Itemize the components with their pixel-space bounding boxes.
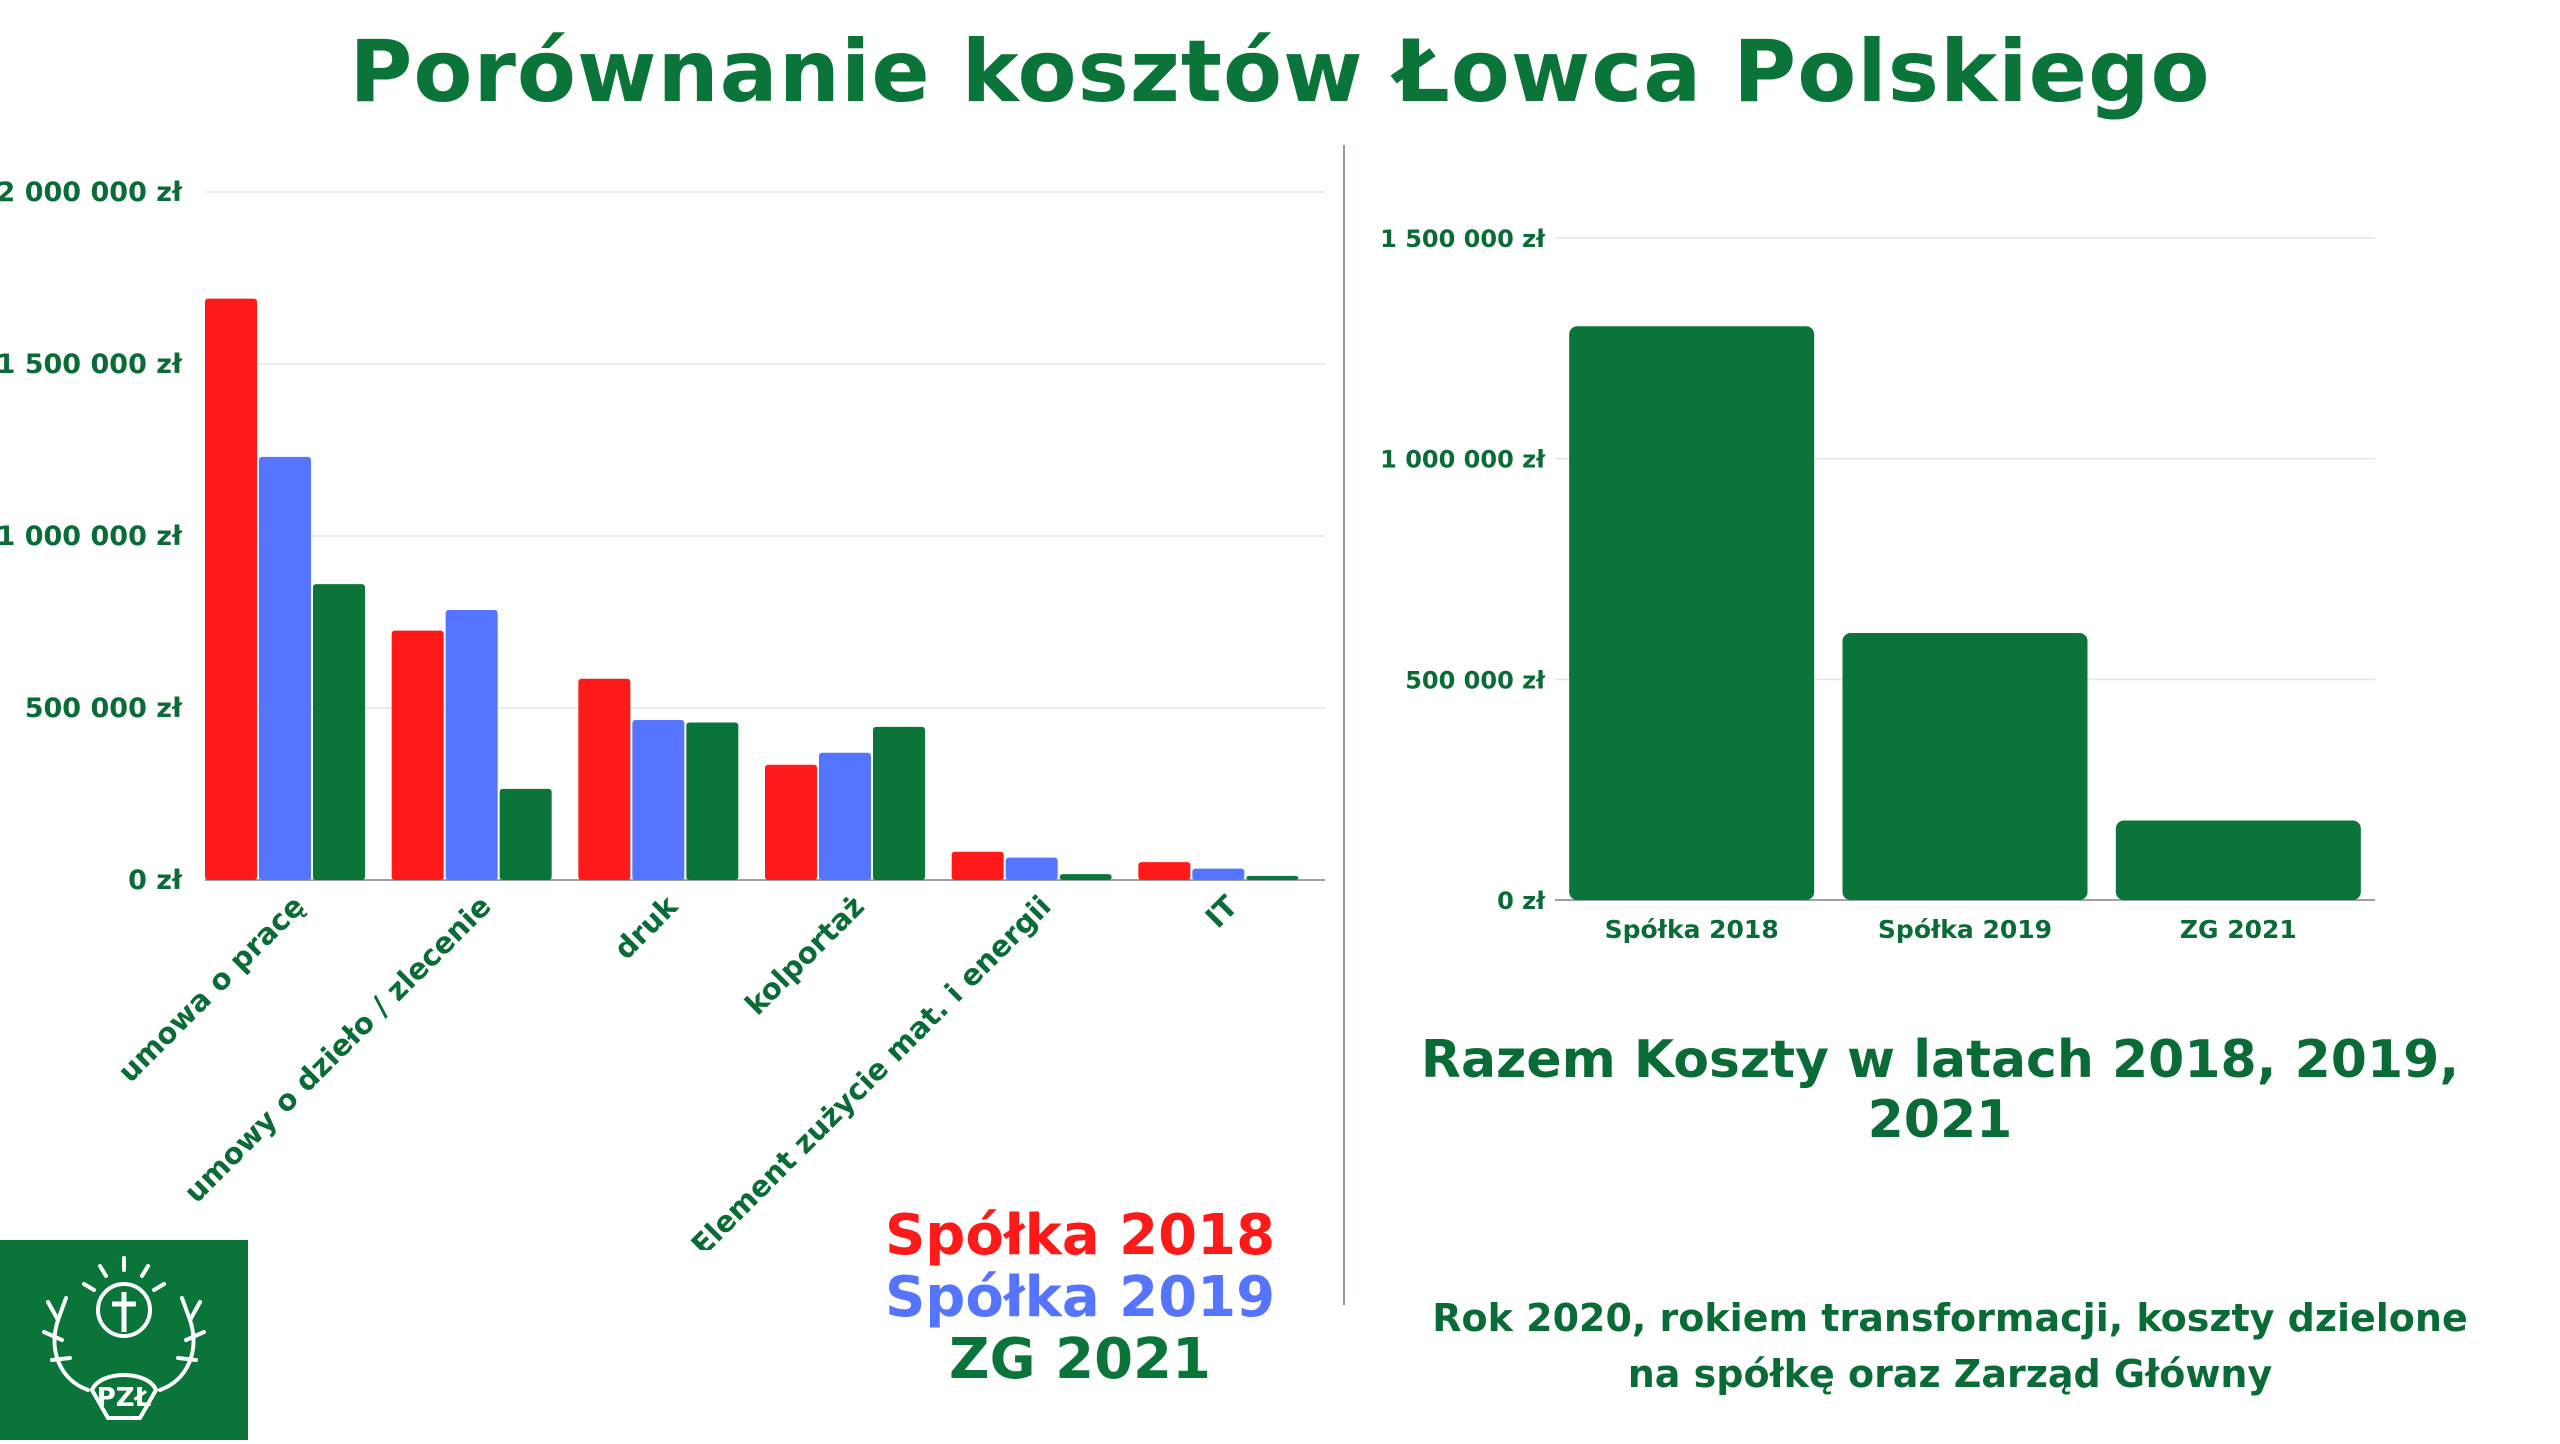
y-tick-label: 1 500 000 zł — [0, 349, 183, 380]
bar-druk-zg-2021 — [686, 722, 739, 880]
logo-text: PZŁ — [97, 1383, 152, 1413]
y-tick-label: 500 000 zł — [25, 693, 183, 724]
x-tick-label: IT — [1199, 889, 1245, 935]
left-bar-chart: 0 zł 500 000 zł 1 000 000 zł 1 500 000 zł 2 … — [0, 177, 1325, 1250]
y-tick-label: 0 zł — [128, 865, 183, 896]
bar-umowy-o-dzielo-zlecenie-zg-2021 — [499, 788, 552, 880]
y-tick-label: 500 000 zł — [1405, 666, 1546, 694]
chart-divider — [1343, 145, 1345, 1305]
y-tick-label: 1 000 000 zł — [1380, 446, 1546, 474]
bar-umowa-o-prace-spolka-2018 — [205, 298, 257, 880]
right-chart-title: Razem Koszty w latach 2018, 2019, 2021 — [1420, 1030, 2460, 1150]
y-tick-label: 1 000 000 zł — [0, 521, 183, 552]
bar-kolportaz-spolka-2019 — [819, 752, 871, 880]
x-tick-label: kolportaż — [738, 889, 871, 1022]
bar-zg-2021 — [2115, 820, 2361, 900]
bar-kolportaz-zg-2021 — [873, 726, 925, 880]
x-tick-label: Element zużycie mat. i energii — [684, 889, 1057, 1250]
legend-item-spolka-2019: Spółka 2019 — [884, 1265, 1276, 1330]
page-title: Porównanie kosztów Łowca Polskiego — [349, 22, 2211, 122]
bar-druk-spolka-2018 — [578, 678, 631, 880]
x-tick-label: Spółka 2018 — [1605, 915, 1779, 944]
right-bar-chart: 0 zł 500 000 zł 1 000 000 zł 1 500 000 zł Sp… — [1380, 225, 2375, 944]
x-tick-label: umowy o dzieło / zlecenie — [177, 889, 497, 1209]
bar-element-zuzycie-mat-i-energii-zg-2021 — [1059, 874, 1112, 880]
bar-umowy-o-dzielo-zlecenie-spolka-2019 — [445, 609, 498, 880]
y-tick-label: 0 zł — [1497, 887, 1546, 915]
bar-it-spolka-2018 — [1138, 862, 1191, 880]
bar-it-spolka-2019 — [1192, 868, 1245, 880]
bar-kolportaz-spolka-2018 — [765, 764, 817, 880]
bar-element-zuzycie-mat-i-energii-spolka-2018 — [951, 851, 1004, 880]
x-tick-label: ZG 2021 — [2180, 915, 2297, 944]
legend-item-zg-2021: ZG 2021 — [949, 1327, 1211, 1392]
bar-umowa-o-prace-zg-2021 — [313, 584, 365, 880]
x-tick-label: druk — [607, 888, 685, 966]
bar-spolka-2018 — [1569, 326, 1815, 900]
bar-it-zg-2021 — [1246, 875, 1299, 880]
y-tick-label: 1 500 000 zł — [1380, 225, 1546, 253]
bar-druk-spolka-2019 — [632, 720, 685, 880]
x-tick-label: Spółka 2019 — [1878, 915, 2052, 944]
pzl-logo: PZŁ — [0, 1240, 248, 1440]
y-tick-label: 2 000 000 zł — [0, 177, 183, 208]
legend: Spółka 2018 Spółka 2019 ZG 2021 — [860, 1205, 1300, 1391]
bar-spolka-2019 — [1842, 632, 2088, 900]
bar-element-zuzycie-mat-i-energii-spolka-2019 — [1005, 857, 1058, 880]
transformation-note: Rok 2020, rokiem transformacji, koszty d… — [1432, 1296, 2468, 1396]
bar-umowa-o-prace-spolka-2019 — [259, 456, 311, 880]
x-tick-label: umowa o pracę — [111, 889, 311, 1089]
legend-item-spolka-2018: Spółka 2018 — [884, 1203, 1276, 1268]
bar-umowy-o-dzielo-zlecenie-spolka-2018 — [391, 630, 444, 880]
